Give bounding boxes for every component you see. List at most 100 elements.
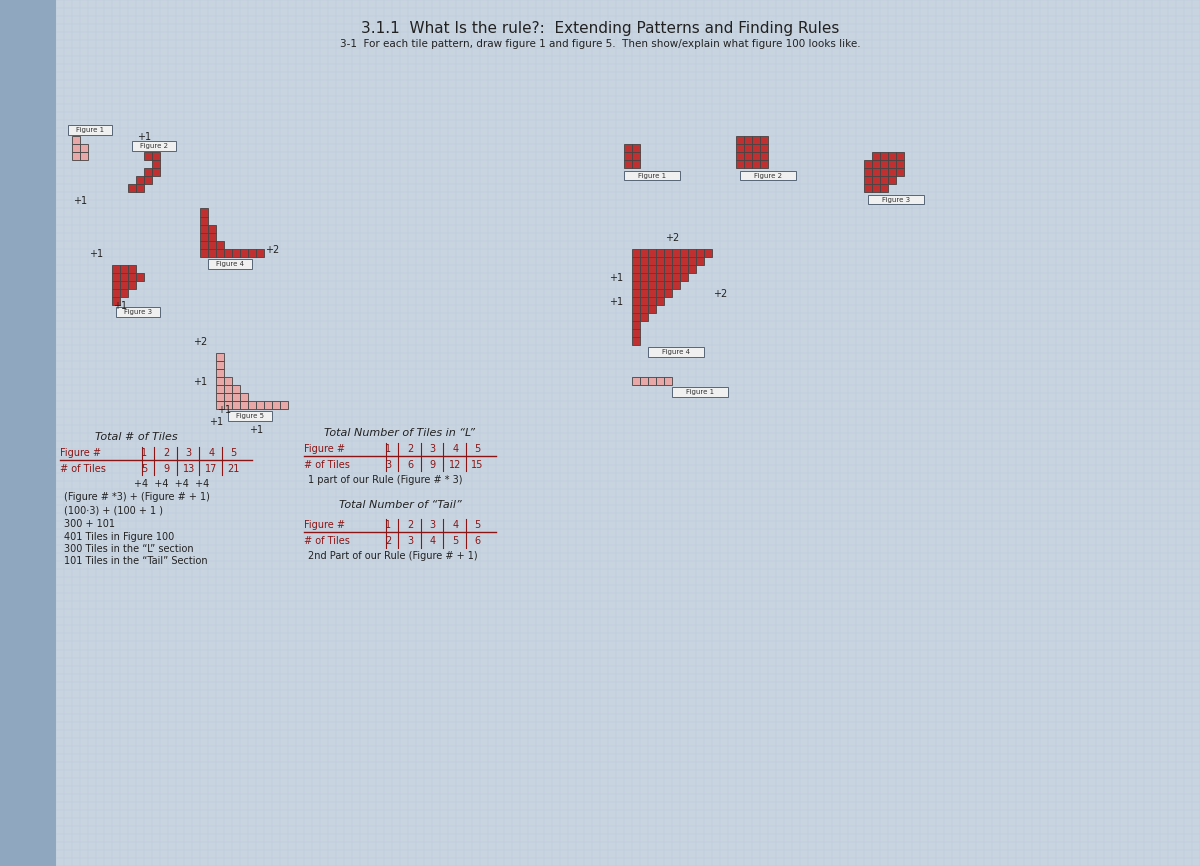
Bar [632,297,640,305]
Bar [752,152,760,160]
Bar [128,273,136,281]
Text: (Figure # *3) + (Figure # + 1): (Figure # *3) + (Figure # + 1) [64,492,210,502]
Bar [224,393,232,401]
Text: 5: 5 [140,464,148,474]
Bar [232,249,240,256]
Bar [648,256,656,265]
Text: +1: +1 [608,273,623,282]
Bar [80,152,88,160]
Bar [664,265,672,273]
Bar [240,401,248,409]
Text: Figure 1: Figure 1 [686,389,714,395]
Text: +1: +1 [89,249,103,259]
Bar [888,160,896,168]
Bar [640,377,648,385]
Bar [672,256,680,265]
Bar [208,249,216,256]
Text: 4: 4 [208,448,215,458]
Bar [704,249,712,256]
Bar [640,305,648,313]
Bar [208,259,252,268]
Bar [632,281,640,288]
Bar [640,313,648,320]
Text: 6: 6 [474,536,481,546]
Bar [632,160,640,168]
Bar [656,297,664,305]
Bar [128,265,136,273]
Text: Figure 4: Figure 4 [216,261,244,267]
Bar [128,184,136,192]
Bar [112,265,120,273]
Bar [152,152,160,160]
Bar [896,152,904,160]
Bar [112,281,120,288]
Bar [664,288,672,297]
Text: 3: 3 [430,520,436,530]
Bar [216,352,224,361]
Bar [888,168,896,177]
Bar [760,152,768,160]
Bar [216,393,224,401]
Bar [872,152,880,160]
Bar [120,281,128,288]
Text: Figure 2: Figure 2 [140,143,168,149]
Text: 3: 3 [407,536,414,546]
Text: Total Number of “Tail”: Total Number of “Tail” [338,501,461,510]
Bar [880,184,888,192]
Text: 2nd Part of our Rule (Figure # + 1): 2nd Part of our Rule (Figure # + 1) [308,551,478,560]
Bar [632,305,640,313]
Text: +4  +4  +4  +4: +4 +4 +4 +4 [134,479,210,488]
Text: 101 Tiles in the “Tail” Section: 101 Tiles in the “Tail” Section [64,556,208,566]
Text: 4: 4 [430,536,436,546]
Text: 1: 1 [385,520,391,530]
Text: +1: +1 [209,417,223,427]
Text: 13: 13 [182,464,194,474]
Bar [896,168,904,177]
Bar [872,184,880,192]
Text: 1: 1 [140,448,148,458]
Bar [632,152,640,160]
Bar [224,385,232,393]
Bar [200,224,208,233]
Bar [864,160,872,168]
Bar [152,160,160,168]
Text: Figure #: Figure # [304,520,346,530]
Text: 3-1  For each tile pattern, draw figure 1 and figure 5.  Then show/explain what : 3-1 For each tile pattern, draw figure 1… [340,39,860,49]
Bar [648,288,656,297]
Text: 3: 3 [186,448,192,458]
Text: Total Number of Tiles in “L”: Total Number of Tiles in “L” [324,428,475,438]
Bar [144,177,152,184]
Bar [216,377,224,385]
Bar [120,273,128,281]
Bar [136,177,144,184]
Bar [272,401,280,409]
Bar [200,241,208,249]
Text: 2: 2 [385,536,391,546]
Bar [144,152,152,160]
Bar [264,401,272,409]
Bar [208,233,216,241]
Text: 1: 1 [385,444,391,454]
Text: 6: 6 [407,460,414,470]
Bar [640,273,648,281]
Bar [648,249,656,256]
Bar [752,145,760,152]
Bar [120,265,128,273]
Bar [868,195,924,204]
Bar [632,320,640,329]
Bar [232,401,240,409]
Text: # of Tiles: # of Tiles [60,464,106,474]
Bar [640,297,648,305]
Text: 4: 4 [452,520,458,530]
Text: Figure 4: Figure 4 [662,349,690,355]
Bar [632,337,640,345]
Text: 9: 9 [163,464,169,474]
Bar [624,160,632,168]
Text: Figure 2: Figure 2 [754,172,782,178]
Bar [216,401,224,409]
Text: # of Tiles: # of Tiles [304,536,350,546]
Bar [632,329,640,337]
Text: 5: 5 [452,536,458,546]
Text: 3: 3 [385,460,391,470]
Bar [688,256,696,265]
